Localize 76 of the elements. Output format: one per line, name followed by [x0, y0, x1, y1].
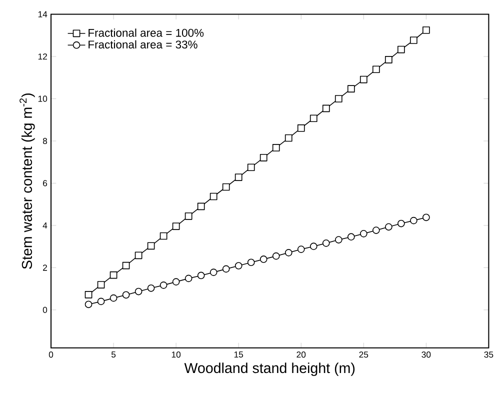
point [260, 256, 268, 263]
x-tick-label: 30 [422, 352, 431, 358]
legend-label: Fractional area = 100% [88, 28, 204, 37]
point [160, 282, 168, 289]
point [372, 66, 380, 74]
y-tick-label: 14 [38, 11, 48, 18]
y-tick-label: 6 [43, 180, 48, 186]
point [172, 222, 180, 230]
x-tick-label: 10 [172, 352, 181, 358]
point [360, 230, 368, 238]
point [134, 288, 142, 296]
point [397, 220, 405, 228]
point [310, 242, 318, 250]
point [422, 26, 430, 34]
y-tick-label: 12 [38, 53, 47, 60]
point [284, 134, 292, 142]
x-tick-label: 15 [234, 352, 244, 358]
x-tick-label: 25 [359, 352, 368, 358]
point [334, 236, 342, 244]
point [247, 258, 255, 266]
point [134, 252, 142, 260]
point [197, 202, 205, 210]
point [210, 268, 218, 276]
y-axis-title: Stem water content (kg m$^{-2}$) [20, 94, 35, 269]
point [84, 300, 92, 308]
point [222, 183, 230, 191]
y-tick-label: 4 [42, 222, 48, 228]
point [397, 46, 405, 54]
point [372, 226, 380, 234]
x-tick-label: 0 [48, 352, 54, 358]
y-tick-label: 2 [43, 264, 47, 271]
point [322, 239, 330, 247]
point [334, 95, 342, 102]
point [210, 192, 218, 200]
point [272, 252, 280, 260]
point [147, 284, 155, 292]
point [184, 274, 192, 282]
point [97, 298, 105, 306]
point [234, 174, 242, 181]
x-tick-label: 35 [484, 352, 494, 358]
point [410, 216, 418, 224]
y-tick-label: 8 [42, 138, 48, 144]
point [297, 124, 305, 132]
point [360, 76, 368, 84]
point [122, 262, 130, 270]
point [260, 154, 268, 162]
x-axis-title: Woodland stand height (m) [184, 362, 355, 376]
point [122, 291, 130, 299]
point [410, 36, 418, 44]
point [422, 214, 430, 222]
point [247, 164, 255, 172]
y-tick-label: 0 [42, 306, 48, 313]
point [347, 233, 355, 241]
point [272, 144, 280, 152]
point [222, 265, 230, 273]
point [322, 104, 330, 112]
point [97, 281, 105, 288]
x-tick-label: 5 [111, 352, 116, 358]
point [147, 242, 155, 250]
point [184, 212, 192, 220]
point [160, 232, 168, 240]
point [384, 223, 392, 231]
point [197, 272, 205, 280]
point [84, 291, 92, 298]
point [234, 262, 242, 270]
point [384, 56, 392, 64]
point [110, 294, 118, 302]
point [284, 248, 292, 256]
point [172, 278, 180, 286]
legend-label: Fractional area = 33% [88, 40, 198, 49]
x-tick-label: 20 [296, 352, 306, 358]
point [347, 85, 355, 92]
point [297, 246, 305, 253]
y-tick-label: 10 [38, 96, 48, 102]
point [310, 114, 318, 122]
point [110, 271, 118, 279]
